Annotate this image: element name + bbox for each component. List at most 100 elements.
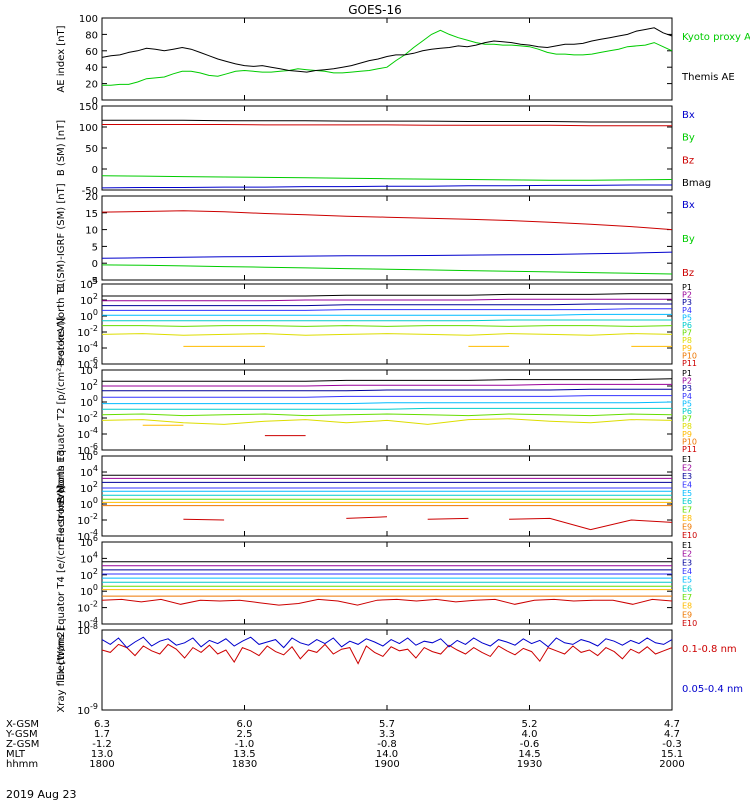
- legend-p2: P2: [682, 377, 692, 386]
- y-tick-label: 10-4: [77, 340, 98, 355]
- y-tick-label: 102: [80, 378, 98, 393]
- panel-1: 0 20 40 60 80 100 AE index [nT] Kyoto proxy AE T…: [56, 14, 750, 107]
- series-line-p6: [102, 407, 672, 410]
- y-tick-label: 10-2: [77, 324, 98, 339]
- y-tick-label: 0: [92, 165, 98, 176]
- legend-p1: P1: [682, 369, 692, 378]
- series-line-p1: [102, 293, 672, 297]
- series-line-0-1-0-8-nm: [101, 643, 673, 665]
- series-line-bx: [101, 251, 673, 259]
- legend-e10: E10: [682, 619, 697, 628]
- series-line-bz: [102, 124, 672, 127]
- series-line-e10: [101, 598, 673, 606]
- series-line-p4: [102, 308, 672, 311]
- legend-p6: P6: [682, 321, 692, 330]
- legend-0-1-0-8-nm: 0.1-0.8 nm: [682, 644, 737, 655]
- y-tick-label: 10: [85, 226, 98, 237]
- legend-e4: E4: [682, 480, 692, 489]
- y-tick-label: 10-2: [77, 410, 98, 425]
- panel-frame: [101, 195, 673, 281]
- legend-p11: P11: [682, 445, 697, 454]
- y-tick-label: 100: [80, 583, 98, 598]
- legend-bx: Bx: [682, 200, 695, 211]
- series-line-themis-ae: [101, 27, 673, 73]
- legend-e8: E8: [682, 514, 692, 523]
- series-line-e10: [509, 517, 591, 531]
- date-label: 2019 Aug 23: [6, 788, 76, 800]
- panel-frame: [101, 17, 673, 101]
- y-tick-label: 102: [80, 480, 98, 495]
- legend-bx: Bx: [682, 110, 695, 121]
- y-tick-label: 102: [80, 292, 98, 307]
- y-tick-label: 50: [85, 144, 98, 155]
- series-line-p2: [102, 298, 672, 302]
- legend-p6: P6: [682, 407, 692, 416]
- y-tick-label: 20: [85, 80, 98, 91]
- x-tick-value: 1830: [232, 759, 257, 770]
- legend-e7: E7: [682, 506, 692, 515]
- x-tick-value: 6.0: [237, 719, 253, 730]
- x-tick-value: 14.0: [376, 749, 398, 760]
- panel-2: -50 0 50 100 150 B (SM) [nT] Bx By Bz Bmag: [56, 102, 711, 197]
- legend-p8: P8: [682, 336, 692, 345]
- y-tick-label: 0: [92, 259, 98, 270]
- series-line-p1: [102, 378, 673, 382]
- legend-p1: P1: [682, 283, 692, 292]
- series-line-p7: [102, 325, 673, 327]
- legend-p9: P9: [682, 344, 692, 353]
- legend-p7: P7: [682, 415, 692, 424]
- x-tick-value: 1800: [89, 759, 114, 770]
- legend-e6: E6: [682, 584, 692, 593]
- y-tick-label: 102: [80, 567, 98, 582]
- x-tick-value: 15.1: [661, 749, 683, 760]
- y-axis-label: Electrons Equator T4 [e/(cm²-s-sr-keV)]: [56, 485, 67, 680]
- x-row-label-mlt: MLT: [6, 749, 26, 760]
- x-tick-value: 6.3: [94, 719, 110, 730]
- series-line-p5: [102, 313, 672, 316]
- y-tick-label: 15: [85, 209, 98, 220]
- x-tick-value: 1900: [374, 759, 399, 770]
- series-line-p2: [102, 383, 672, 387]
- y-tick-label: 10-4: [77, 426, 98, 441]
- legend-e1: E1: [682, 455, 692, 464]
- legend-0-05-0-4-nm: 0.05-0.4 nm: [682, 684, 743, 695]
- plot-title: GOES-16: [348, 3, 402, 17]
- series-line-bz: [101, 210, 673, 231]
- legend-p2: P2: [682, 291, 692, 300]
- x-tick-value: 4.7: [664, 729, 680, 740]
- legend-bmag: Bmag: [682, 178, 711, 189]
- panel-frame: [101, 541, 673, 625]
- series-line-by: [101, 175, 673, 181]
- legend-e6: E6: [682, 497, 692, 506]
- series-line-e10: [346, 516, 388, 519]
- panel-frame: [101, 455, 673, 537]
- legend-e8: E8: [682, 602, 692, 611]
- legend-e3: E3: [682, 472, 692, 481]
- y-tick-label: 10-2: [77, 512, 98, 527]
- legend-p5: P5: [682, 313, 692, 322]
- legend-e2: E2: [682, 463, 692, 472]
- y-tick-label: 80: [85, 30, 98, 41]
- x-tick-value: 2.5: [237, 729, 253, 740]
- y-tick-label: 104: [80, 464, 98, 479]
- series-line-e10: [427, 517, 469, 520]
- series-line-e10: [590, 519, 673, 531]
- legend-e9: E9: [682, 523, 692, 532]
- y-axis-label: Xray flux [W/m2]: [56, 627, 67, 712]
- panel-frame: [101, 629, 673, 711]
- y-tick-label: 5: [92, 242, 98, 253]
- legend-p5: P5: [682, 399, 692, 408]
- x-tick-value: 1.7: [94, 729, 110, 740]
- series-line-p3: [102, 388, 672, 392]
- y-tick-label: -5: [88, 276, 98, 287]
- x-tick-value: 5.2: [522, 719, 538, 730]
- legend-e5: E5: [682, 576, 692, 585]
- legend-e2: E2: [682, 550, 692, 559]
